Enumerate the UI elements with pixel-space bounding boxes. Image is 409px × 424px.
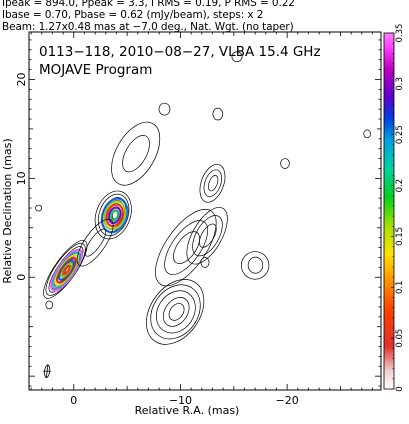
polarization-level (107, 206, 122, 225)
contour-level (97, 193, 130, 236)
contour-region-blob-right (280, 158, 290, 169)
beam-ellipse (43, 364, 52, 379)
colorbar-tick-label: 0.3 (395, 77, 405, 91)
y-tick-label: 10 (15, 171, 28, 185)
contour-region-blob-east (35, 204, 43, 212)
axis-ticks: 0 −10 −20 0 10 20 (15, 32, 381, 407)
colorbar-tick-label: 0 (395, 386, 405, 391)
polarization-level (105, 203, 124, 228)
header-line-2: Ibase = 0.70, Pbase = 0.62 (mJy/beam), s… (2, 9, 264, 21)
contour-region-knot-C (199, 163, 226, 203)
contour-level (155, 290, 196, 334)
contour-level (240, 251, 270, 280)
colorbar (383, 32, 395, 390)
x-axis-title: Relative R.A. (mas) (135, 404, 240, 417)
contour-level (76, 218, 114, 267)
contour-level (173, 231, 200, 264)
header-line-1: Ipeak = 894.0, Ppeak = 3.3, I RMS = 0.19… (2, 0, 295, 9)
contour-level (186, 207, 228, 265)
x-tick-label: −20 (276, 394, 299, 407)
contour-level (280, 158, 290, 169)
contour-level (199, 163, 226, 203)
contour-level (45, 300, 54, 310)
contour-region-blob-top (231, 51, 243, 63)
contour-region-jet-mid (155, 209, 217, 287)
contour-level (363, 129, 371, 139)
y-tick-label: 20 (15, 72, 28, 86)
plot-title: 0113−118, 2010−08−27, VLBA 15.4 GHz (39, 44, 321, 60)
contour-level (84, 228, 107, 257)
contour-region-blob-far (240, 251, 270, 280)
contour-level (200, 257, 210, 268)
contour-level (212, 107, 224, 121)
contour-region-knot-B (146, 279, 205, 345)
contour-level (111, 121, 161, 186)
contour-level (199, 223, 217, 248)
y-tick-label: 0 (15, 274, 28, 281)
contour-layer (35, 51, 371, 345)
polarization-level (109, 209, 120, 222)
contour-region-blob-ne (158, 102, 171, 116)
contour-level (35, 204, 43, 212)
y-axis-title: Relative Declination (mas) (1, 138, 14, 283)
contour-level (231, 51, 243, 63)
plot-frame (28, 31, 382, 391)
contour-level (155, 209, 217, 287)
beam-major-axis (45, 364, 49, 379)
contour-level (208, 175, 219, 192)
colorbar-tick-label: 0.2 (395, 179, 405, 193)
polarization-level (100, 197, 129, 234)
contour-level (192, 215, 223, 257)
contour-level (162, 297, 190, 327)
contour-region-blob-left (45, 300, 54, 310)
contour-level (168, 303, 185, 321)
colorbar-tick-label: 0.05 (395, 329, 405, 348)
contour-level (158, 102, 171, 116)
contour-region-knot-A (94, 190, 132, 240)
contour-level (94, 190, 132, 240)
header-line-3: Beam: 1.27x0.48 mas at −7.0 deg., Nat. W… (2, 21, 294, 33)
contour-level (146, 279, 205, 345)
colorbar-ticks: 0 0.05 0.1 0.15 0.2 0.25 0.3 0.35 (391, 24, 405, 392)
contour-level (150, 284, 201, 340)
polarization-level (103, 200, 127, 231)
x-tick-label: 0 (70, 394, 77, 407)
contour-region-extended-halo (111, 121, 161, 186)
contour-level (203, 169, 223, 197)
colorbar-tick-label: 0.15 (395, 227, 405, 246)
contour-region-jet-outer (186, 207, 228, 265)
polarization-level (62, 264, 71, 276)
x-tick-label: −10 (169, 394, 192, 407)
colorbar-tick-label: 0.25 (395, 125, 405, 144)
contour-level (247, 256, 264, 274)
contour-level (122, 135, 150, 173)
contour-region-jet-bridge (76, 218, 114, 267)
contour-region-core (43, 239, 88, 299)
plot-subtitle: MOJAVE Program (39, 62, 152, 78)
contour-level (164, 220, 209, 275)
contour-region-blob-mid (212, 107, 224, 121)
colorbar-tick-label: 0.35 (395, 24, 405, 43)
contour-region-blob-small (200, 257, 210, 268)
contour-region-blob-edge (363, 129, 371, 139)
colorbar-tick-label: 0.1 (395, 281, 405, 295)
